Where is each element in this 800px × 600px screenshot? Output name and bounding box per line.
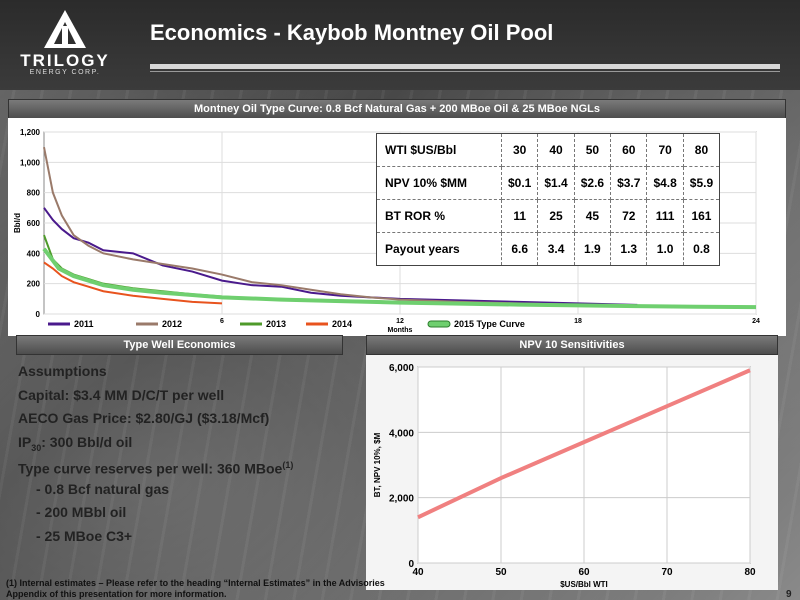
- ip-suffix: : 300 Bbl/d oil: [41, 433, 133, 450]
- x-tick-label: 18: [574, 318, 582, 325]
- x-tick-label: 80: [744, 567, 756, 578]
- y-tick-label: 4,000: [389, 428, 414, 439]
- series-line-0: [43, 207, 638, 306]
- x-tick-label: 12: [396, 318, 404, 325]
- assumptions-heading: Assumptions: [18, 363, 107, 379]
- table-header-row: WTI $US/Bbl 30 40 50 60 70 80: [376, 133, 721, 167]
- table-cell: 25: [537, 199, 575, 233]
- ip-line: IP30: 300 Bbl/d oil: [18, 431, 378, 455]
- reserves-text: Type curve reserves per well: 360 MBoe: [18, 460, 283, 477]
- table-cell: $0.1: [500, 166, 539, 200]
- legend-label: 2013: [266, 319, 286, 329]
- table-cell: 1.0: [646, 232, 684, 266]
- legend-swatch: [427, 320, 451, 328]
- legend-label: 2015 Type Curve: [454, 319, 525, 329]
- table-cell: 45: [573, 199, 612, 233]
- table-cell: 11: [500, 199, 539, 233]
- table-row-label: WTI $US/Bbl: [376, 133, 502, 167]
- x-tick-label: 40: [412, 567, 424, 578]
- table-cell: 80: [682, 133, 721, 167]
- x-axis-title: $US/Bbl WTI: [560, 580, 608, 589]
- logo-mark-icon: [44, 10, 86, 48]
- logo-name: TRILOGY: [20, 51, 110, 70]
- x-tick-label: 60: [578, 567, 590, 578]
- reserves-item-oil: - 200 MBbl oil: [36, 504, 127, 520]
- type-well-panel-title: Type Well Economics: [16, 335, 343, 355]
- aeco-line: AECO Gas Price: $2.80/GJ ($3.18/Mcf): [18, 410, 270, 426]
- table-cell: 111: [646, 199, 684, 233]
- table-cell: $5.9: [682, 166, 721, 200]
- y-tick-label: 800: [27, 189, 41, 198]
- npv-series-line: [417, 368, 751, 520]
- y-tick-label: 0: [36, 310, 41, 319]
- npv-panel-title: NPV 10 Sensitivities: [366, 335, 778, 355]
- y-tick-label: 2,000: [389, 494, 414, 505]
- capital-line: Capital: $3.4 MM D/C/T per well: [18, 386, 225, 403]
- table-cell: $2.6: [573, 166, 612, 200]
- table-cell: 0.8: [682, 232, 721, 266]
- y-tick-label: 0: [408, 559, 414, 570]
- table-cell: 161: [682, 199, 721, 233]
- reserves-item-gas: - 0.8 Bcf natural gas: [36, 480, 170, 497]
- table-row-label: Payout years: [376, 232, 502, 266]
- logo-subtitle: ENERGY CORP.: [29, 69, 101, 76]
- economics-table: WTI $US/Bbl 30 40 50 60 70 80 NPV 10% $MM $0.1 $1…: [376, 133, 721, 266]
- series-line-3: [43, 261, 223, 305]
- reserves-item-c3: - 25 MBoe C3+: [36, 527, 133, 544]
- table-cell: $3.7: [610, 166, 648, 200]
- assumptions-list: Assumptions Capital: $3.4 MM D/C/T per w…: [18, 360, 378, 560]
- table-cell: 3.4: [537, 232, 575, 266]
- ip-subscript: 30: [31, 442, 42, 453]
- y-axis-title: Bbl/d: [13, 213, 22, 233]
- series-line-1: [43, 146, 579, 306]
- table-cell: 40: [537, 133, 575, 167]
- table-cell: 1.3: [610, 232, 648, 266]
- y-tick-label: 600: [27, 219, 41, 228]
- legend-label: 2011: [74, 319, 94, 329]
- table-cell: 30: [500, 133, 539, 167]
- legend-label: 2012: [162, 319, 182, 329]
- y-tick-label: 6,000: [389, 363, 414, 374]
- footnote: (1) Internal estimates – Please refer to…: [6, 578, 385, 599]
- y-axis-title: BT, NPV 10%, $M: [373, 432, 382, 497]
- table-row: Payout years 6.6 3.4 1.9 1.3 1.0 0.8: [376, 232, 721, 266]
- table-cell: $1.4: [537, 166, 575, 200]
- series-line-4: [42, 247, 757, 310]
- table-row: BT ROR % 11 25 45 72 111 161: [376, 199, 721, 233]
- x-tick-label: 50: [495, 567, 507, 578]
- table-cell: 70: [646, 133, 684, 167]
- npv-panel: 0 2,000 4,000 6,000 40 50 60 70 80 $US/Bbl WTI BT,…: [366, 355, 778, 590]
- type-curve-panel-title: Montney Oil Type Curve: 0.8 Bcf Natural …: [8, 99, 786, 119]
- table-cell: 6.6: [500, 232, 539, 266]
- table-cell: 1.9: [573, 232, 612, 266]
- page-title: Economics - Kaybob Montney Oil Pool: [150, 20, 554, 45]
- table-row-label: BT ROR %: [376, 199, 502, 233]
- title-underline: [150, 64, 780, 69]
- page-number: 9: [786, 589, 792, 600]
- trilogy-logo: TRILOGY ENERGY CORP.: [10, 6, 120, 82]
- table-cell: 50: [573, 133, 612, 167]
- title-underline-thin: [150, 71, 780, 72]
- table-row-label: NPV 10% $MM: [376, 166, 502, 200]
- ip-prefix: IP: [18, 433, 32, 450]
- table-row: NPV 10% $MM $0.1 $1.4 $2.6 $3.7 $4.8 $5.9: [376, 166, 721, 200]
- x-tick-label: 70: [661, 567, 673, 578]
- table-cell: $4.8: [646, 166, 684, 200]
- table-cell: 72: [610, 199, 648, 233]
- legend-label: 2014: [332, 319, 352, 329]
- y-tick-label: 1,000: [20, 158, 41, 167]
- y-tick-label: 400: [27, 249, 41, 258]
- y-tick-label: 200: [27, 280, 41, 289]
- table-cell: 60: [610, 133, 648, 167]
- npv-chart: 0 2,000 4,000 6,000 40 50 60 70 80 $US/Bbl WTI BT,…: [373, 363, 756, 589]
- slide-header: TRILOGY ENERGY CORP. Economics - Kaybob …: [0, 0, 800, 90]
- reserves-line: Type curve reserves per well: 360 MBoe(1…: [18, 454, 378, 478]
- y-tick-label: 1,200: [20, 128, 41, 137]
- reserves-footnote-ref: (1): [282, 460, 294, 470]
- x-tick-label: 6: [220, 318, 224, 325]
- x-tick-label: 24: [752, 318, 760, 325]
- x-axis-title: Months: [388, 327, 413, 334]
